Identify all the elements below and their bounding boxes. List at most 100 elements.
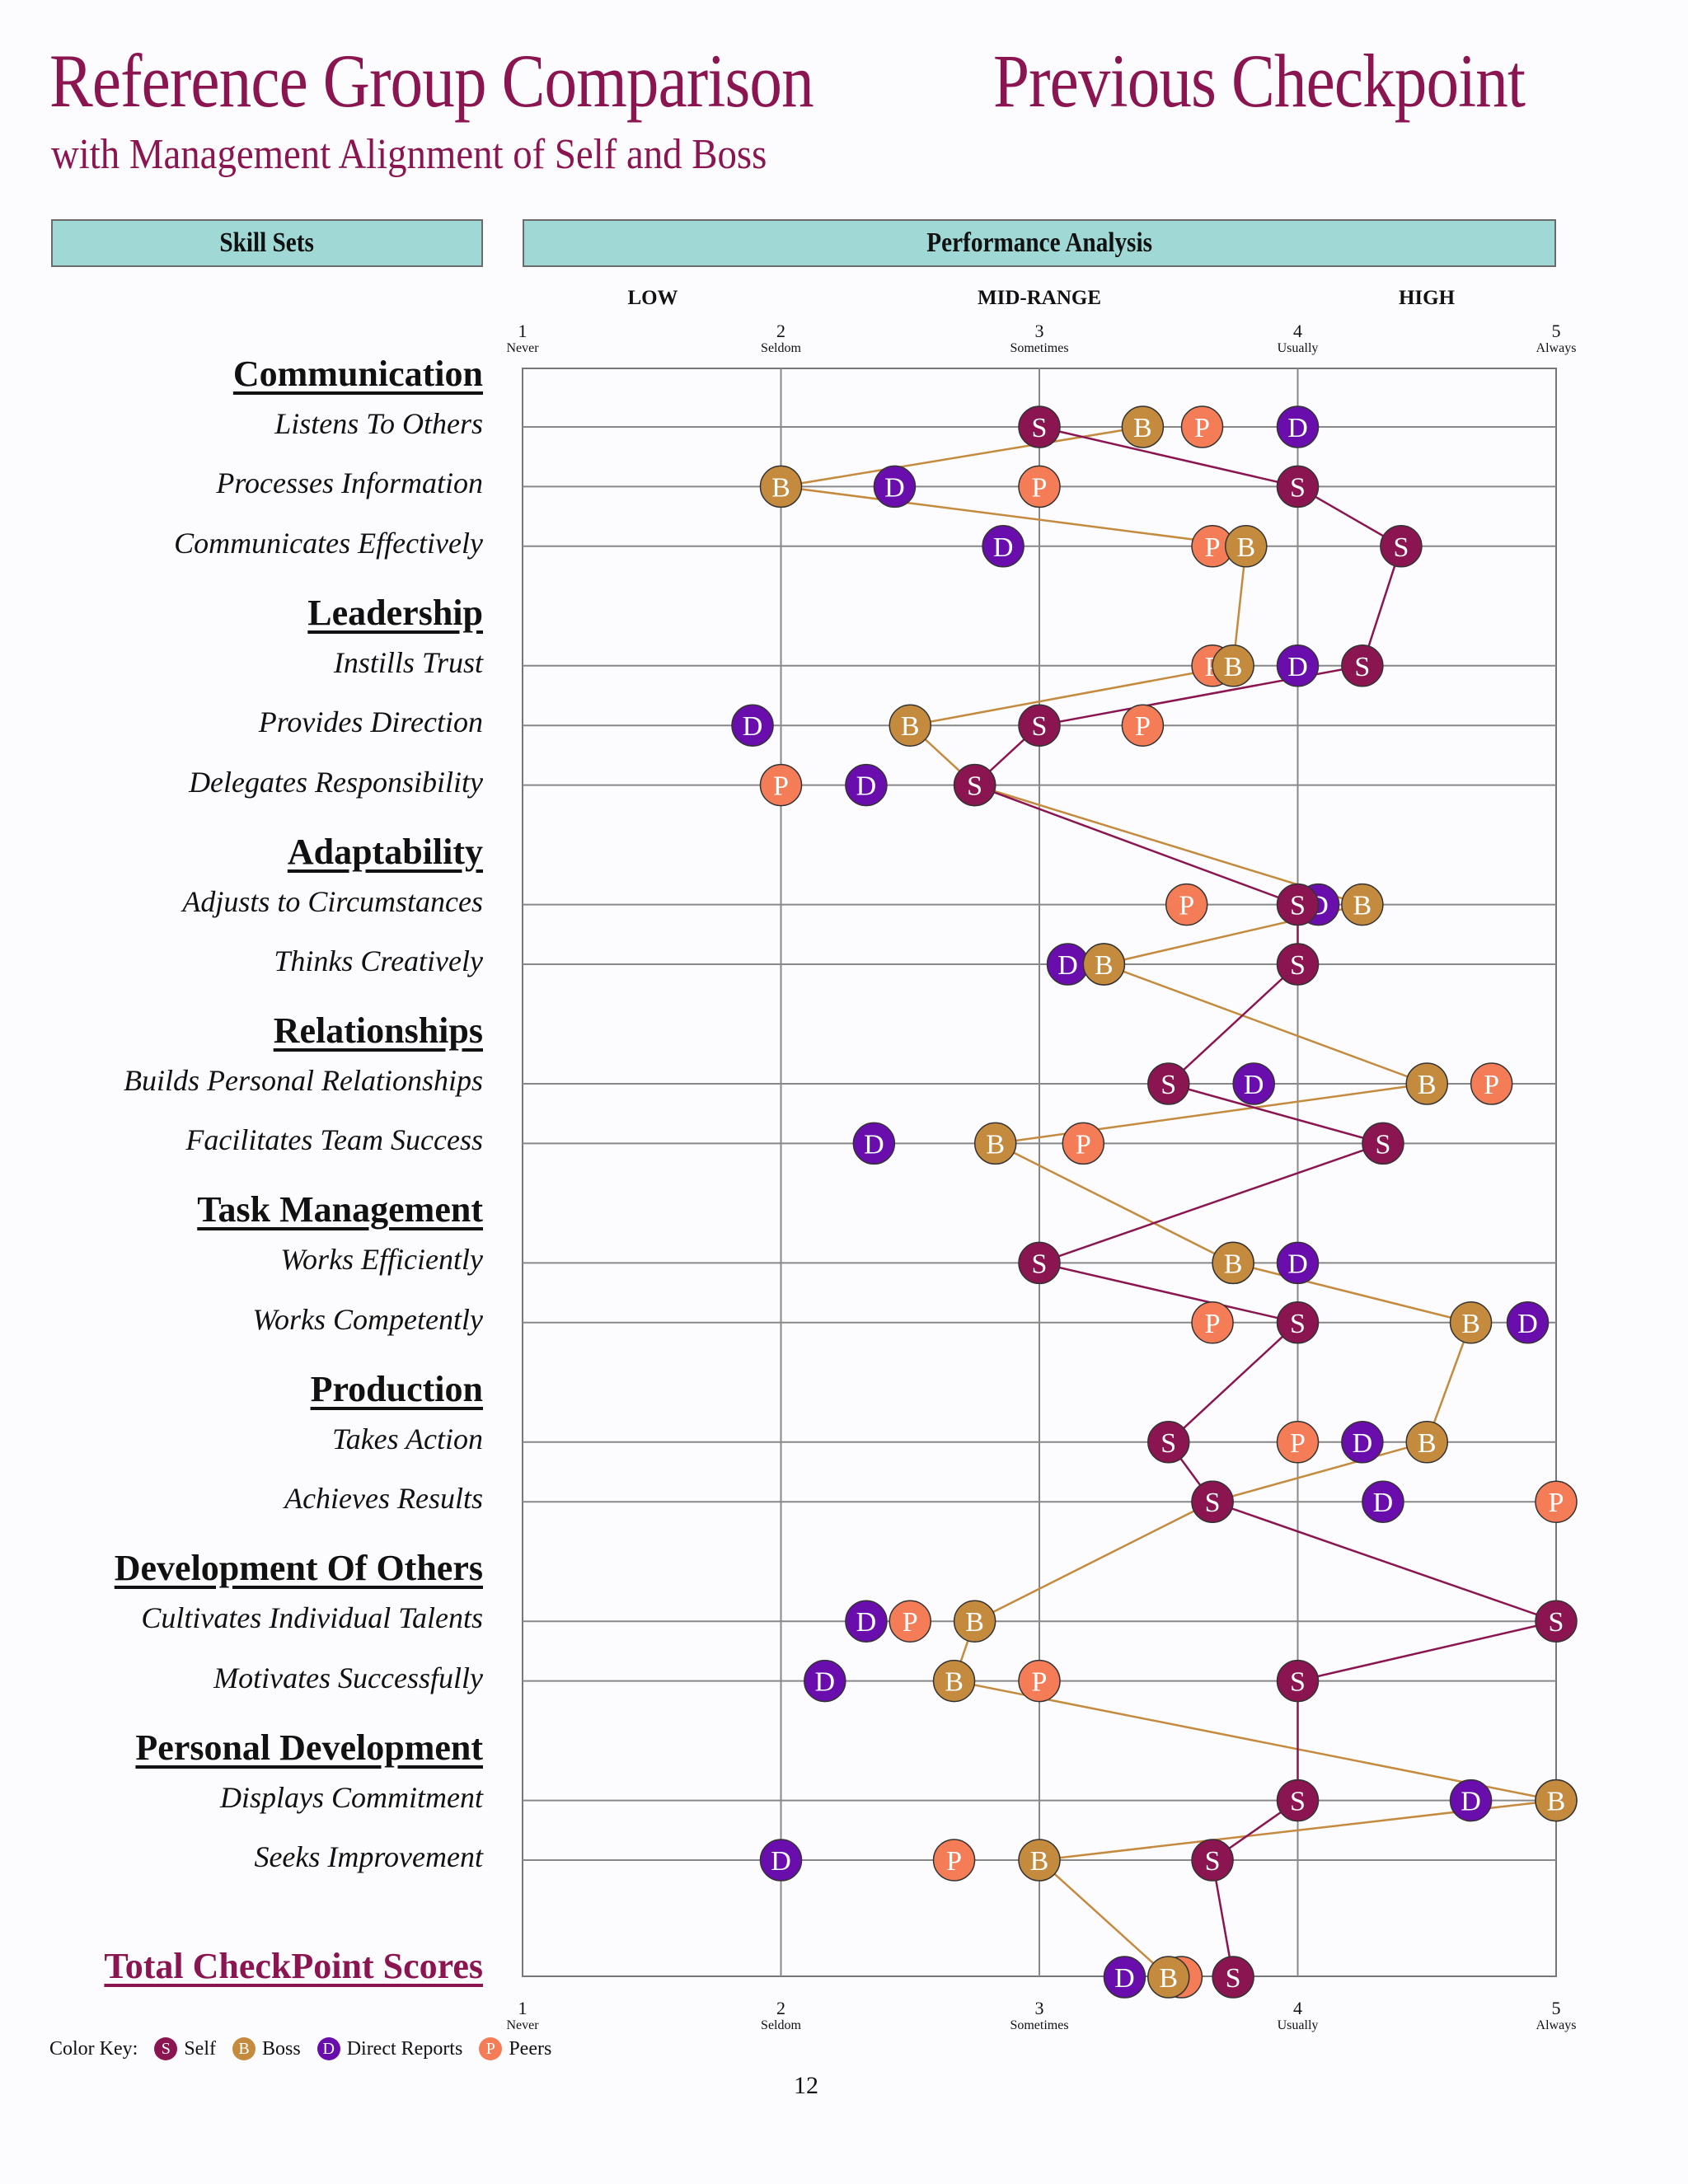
self-marker — [1341, 644, 1384, 687]
boss-marker — [1341, 883, 1384, 926]
boss-line — [781, 425, 1557, 1978]
self-marker — [1018, 704, 1061, 747]
boss-marker-letter: B — [901, 711, 920, 742]
skill-label: Achieves Results — [284, 1482, 483, 1516]
self-marker — [1018, 1241, 1061, 1285]
self-marker — [1191, 1480, 1234, 1523]
boss-marker — [1212, 644, 1254, 687]
top-tick-number: 4 — [1293, 321, 1302, 341]
boss-marker — [1082, 943, 1126, 986]
boss-marker-letter: B — [771, 472, 790, 503]
boss-marker — [759, 465, 803, 509]
peers-marker-letter: P — [773, 771, 789, 802]
self-marker-letter: S — [1032, 711, 1048, 742]
self-marker — [1147, 1421, 1190, 1464]
self-marker — [1147, 1062, 1190, 1105]
direct-marker-letter: D — [1287, 413, 1308, 443]
boss-marker-letter: B — [1030, 1846, 1049, 1877]
top-tick-label: Usually — [1278, 341, 1319, 355]
self-marker-letter: S — [1290, 1787, 1306, 1817]
boss-marker — [973, 1122, 1017, 1165]
self-line — [973, 425, 1560, 1978]
top-tick-number: 3 — [1035, 321, 1044, 341]
peers-marker-letter: P — [1549, 1488, 1564, 1518]
skill-sets-header-label: Skill Sets — [219, 227, 315, 258]
self-marker-letter: S — [1160, 1428, 1176, 1459]
direct-marker — [1506, 1301, 1550, 1344]
direct-marker-letter: D — [1517, 1309, 1538, 1339]
boss-marker — [889, 704, 931, 747]
top-tick-number: 2 — [776, 321, 785, 341]
category-heading: Relationships — [273, 1010, 483, 1051]
peers-marker — [1180, 405, 1224, 448]
skill-label: Instills Trust — [333, 645, 483, 679]
boss-marker-letter: B — [986, 1129, 1005, 1160]
key-direct: D Direct Reports — [316, 2037, 462, 2060]
skill-label: Works Competently — [252, 1302, 483, 1336]
bottom-tick-number: 5 — [1552, 1998, 1561, 2018]
self-marker-letter: S — [967, 771, 982, 802]
range-high-label: HIGH — [1398, 287, 1456, 309]
self-marker-letter: S — [1354, 652, 1370, 682]
direct-marker — [1449, 1779, 1493, 1822]
key-self-label: Self — [184, 2037, 216, 2060]
bottom-tick-number: 3 — [1035, 1998, 1044, 2018]
boss-marker-letter: B — [1159, 1963, 1178, 1994]
self-marker — [1212, 1956, 1254, 1999]
peers-marker — [1165, 883, 1208, 926]
direct-marker-letter: D — [1287, 652, 1308, 682]
key-boss-label: Boss — [262, 2037, 301, 2060]
category-heading: Leadership — [307, 592, 483, 633]
boss-marker-letter: B — [1418, 1070, 1437, 1100]
performance-analysis-header: Performance Analysis — [523, 219, 1556, 267]
bottom-tick-label: Never — [506, 2018, 539, 2032]
self-marker-letter: S — [1549, 1607, 1564, 1638]
peers-marker-icon: P — [479, 2037, 503, 2060]
self-marker — [953, 763, 996, 807]
self-marker-letter: S — [1032, 413, 1048, 443]
range-mid-label: MID-RANGE — [978, 287, 1101, 309]
self-marker — [1276, 1779, 1320, 1822]
key-peers-label: Peers — [509, 2037, 552, 2060]
direct-marker-letter: D — [864, 1129, 884, 1160]
peers-marker-letter: P — [1290, 1428, 1306, 1459]
page-subtitle: with Management Alignment of Self and Bo… — [51, 131, 767, 178]
direct-marker — [1341, 1421, 1384, 1464]
self-marker-letter: S — [1290, 891, 1306, 921]
key-boss: B Boss — [232, 2037, 301, 2060]
category-heading: Production — [310, 1368, 483, 1409]
self-marker — [1276, 1301, 1320, 1344]
direct-marker — [804, 1659, 846, 1703]
direct-marker — [1232, 1062, 1275, 1105]
boss-marker-letter: B — [1224, 1249, 1243, 1279]
direct-marker-letter: D — [884, 472, 905, 503]
direct-marker — [1276, 1241, 1320, 1285]
bottom-tick-label: Usually — [1278, 2018, 1319, 2032]
page-title: Reference Group Comparison — [49, 39, 814, 123]
skill-label: Provides Direction — [258, 705, 483, 739]
category-heading: Adaptability — [287, 831, 483, 872]
boss-marker-letter: B — [945, 1667, 964, 1698]
self-marker-letter: S — [1205, 1488, 1221, 1518]
self-marker — [1276, 943, 1320, 986]
top-tick-label: Always — [1536, 341, 1577, 355]
page-number: 12 — [794, 2072, 818, 2099]
direct-marker — [759, 1839, 803, 1882]
skill-label: Listens To Others — [274, 407, 483, 440]
self-marker-icon: S — [154, 2037, 178, 2060]
boss-marker-letter: B — [1353, 891, 1372, 921]
boss-marker — [953, 1600, 996, 1643]
boss-marker-letter: B — [1095, 950, 1114, 981]
self-marker — [1191, 1839, 1234, 1882]
direct-marker — [845, 1600, 888, 1643]
self-marker-letter: S — [1226, 1963, 1241, 1994]
boss-marker-letter: B — [1461, 1309, 1480, 1339]
boss-marker — [1405, 1421, 1448, 1464]
bottom-tick-label: Always — [1536, 2018, 1577, 2032]
direct-marker-letter: D — [856, 771, 877, 802]
peers-marker — [1276, 1421, 1320, 1464]
boss-marker-letter: B — [1418, 1428, 1437, 1459]
boss-marker-letter: B — [1224, 652, 1243, 682]
peers-marker-letter: P — [1484, 1070, 1499, 1100]
